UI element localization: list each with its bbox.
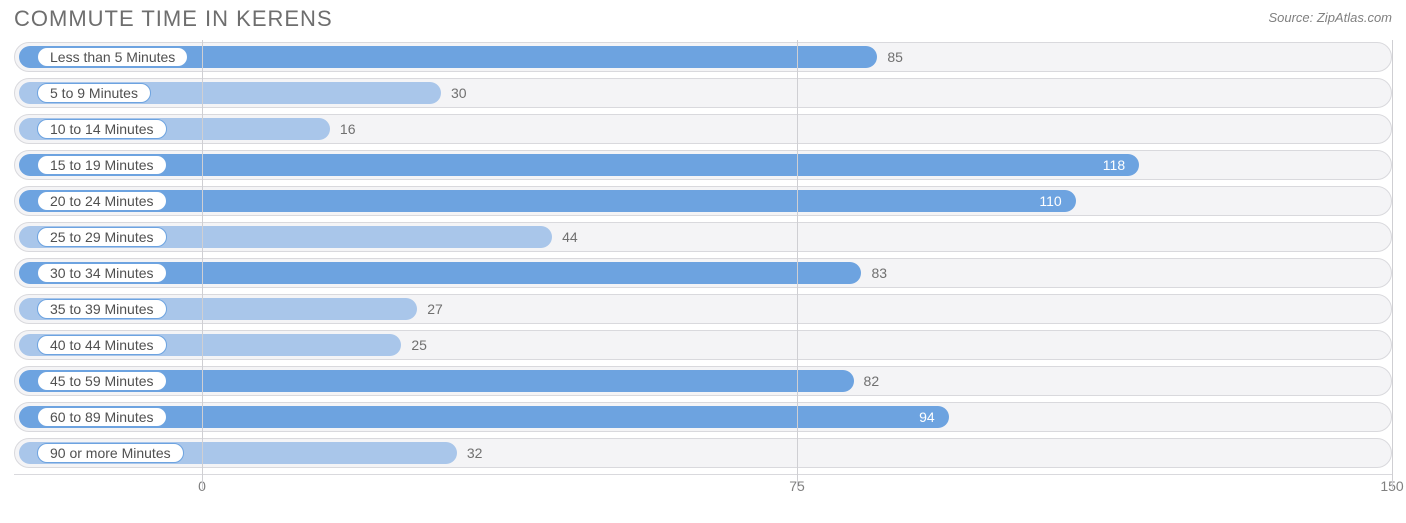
category-label: 45 to 59 Minutes — [37, 371, 167, 391]
bar-row: 16 10 to 14 Minutes — [14, 114, 1392, 144]
category-label: 10 to 14 Minutes — [37, 119, 167, 139]
category-label: 60 to 89 Minutes — [37, 407, 167, 427]
bar-value-label: 94 — [919, 409, 935, 425]
bar: 110 — [19, 190, 1076, 212]
bar-value-label: 44 — [562, 229, 578, 245]
bar-row: 44 25 to 29 Minutes — [14, 222, 1392, 252]
bar-row: 94 60 to 89 Minutes — [14, 402, 1392, 432]
bar: 118 — [19, 154, 1139, 176]
bar-row: 32 90 or more Minutes — [14, 438, 1392, 468]
bar-row: 27 35 to 39 Minutes — [14, 294, 1392, 324]
bar-value-label: 85 — [887, 49, 903, 65]
grid-line — [1392, 40, 1393, 489]
category-label: 35 to 39 Minutes — [37, 299, 167, 319]
bar-value-label: 82 — [864, 373, 880, 389]
bar-value-label: 16 — [340, 121, 356, 137]
category-label: 40 to 44 Minutes — [37, 335, 167, 355]
chart-header: COMMUTE TIME IN KERENS Source: ZipAtlas.… — [0, 0, 1406, 34]
bar-value-label: 30 — [451, 85, 467, 101]
bar-row: 82 45 to 59 Minutes — [14, 366, 1392, 396]
category-label: 5 to 9 Minutes — [37, 83, 151, 103]
bar-value-label: 32 — [467, 445, 483, 461]
bar-value-label: 110 — [1039, 193, 1061, 209]
chart-area: 85Less than 5 Minutes305 to 9 Minutes161… — [0, 34, 1406, 468]
bar-row: 30 5 to 9 Minutes — [14, 78, 1392, 108]
bar-value-label: 83 — [871, 265, 887, 281]
bar-value-label: 118 — [1103, 157, 1125, 173]
bar-row: 25 40 to 44 Minutes — [14, 330, 1392, 360]
bar-row: 83 30 to 34 Minutes — [14, 258, 1392, 288]
grid-line — [202, 40, 203, 489]
chart-source: Source: ZipAtlas.com — [1268, 6, 1392, 25]
bar-value-label: 25 — [411, 337, 427, 353]
x-axis: 075150 — [14, 474, 1392, 502]
category-label: 20 to 24 Minutes — [37, 191, 167, 211]
category-label: 90 or more Minutes — [37, 443, 184, 463]
category-label: 15 to 19 Minutes — [37, 155, 167, 175]
category-label: 25 to 29 Minutes — [37, 227, 167, 247]
bar-row: 110 20 to 24 Minutes — [14, 186, 1392, 216]
bar-row: 118 15 to 19 Minutes — [14, 150, 1392, 180]
bar-row: 85 Less than 5 Minutes — [14, 42, 1392, 72]
category-label: Less than 5 Minutes — [37, 47, 188, 67]
bar-value-label: 27 — [427, 301, 443, 317]
x-axis-line — [14, 474, 1392, 475]
category-label: 30 to 34 Minutes — [37, 263, 167, 283]
grid-line — [797, 40, 798, 489]
chart-title: COMMUTE TIME IN KERENS — [14, 6, 333, 32]
